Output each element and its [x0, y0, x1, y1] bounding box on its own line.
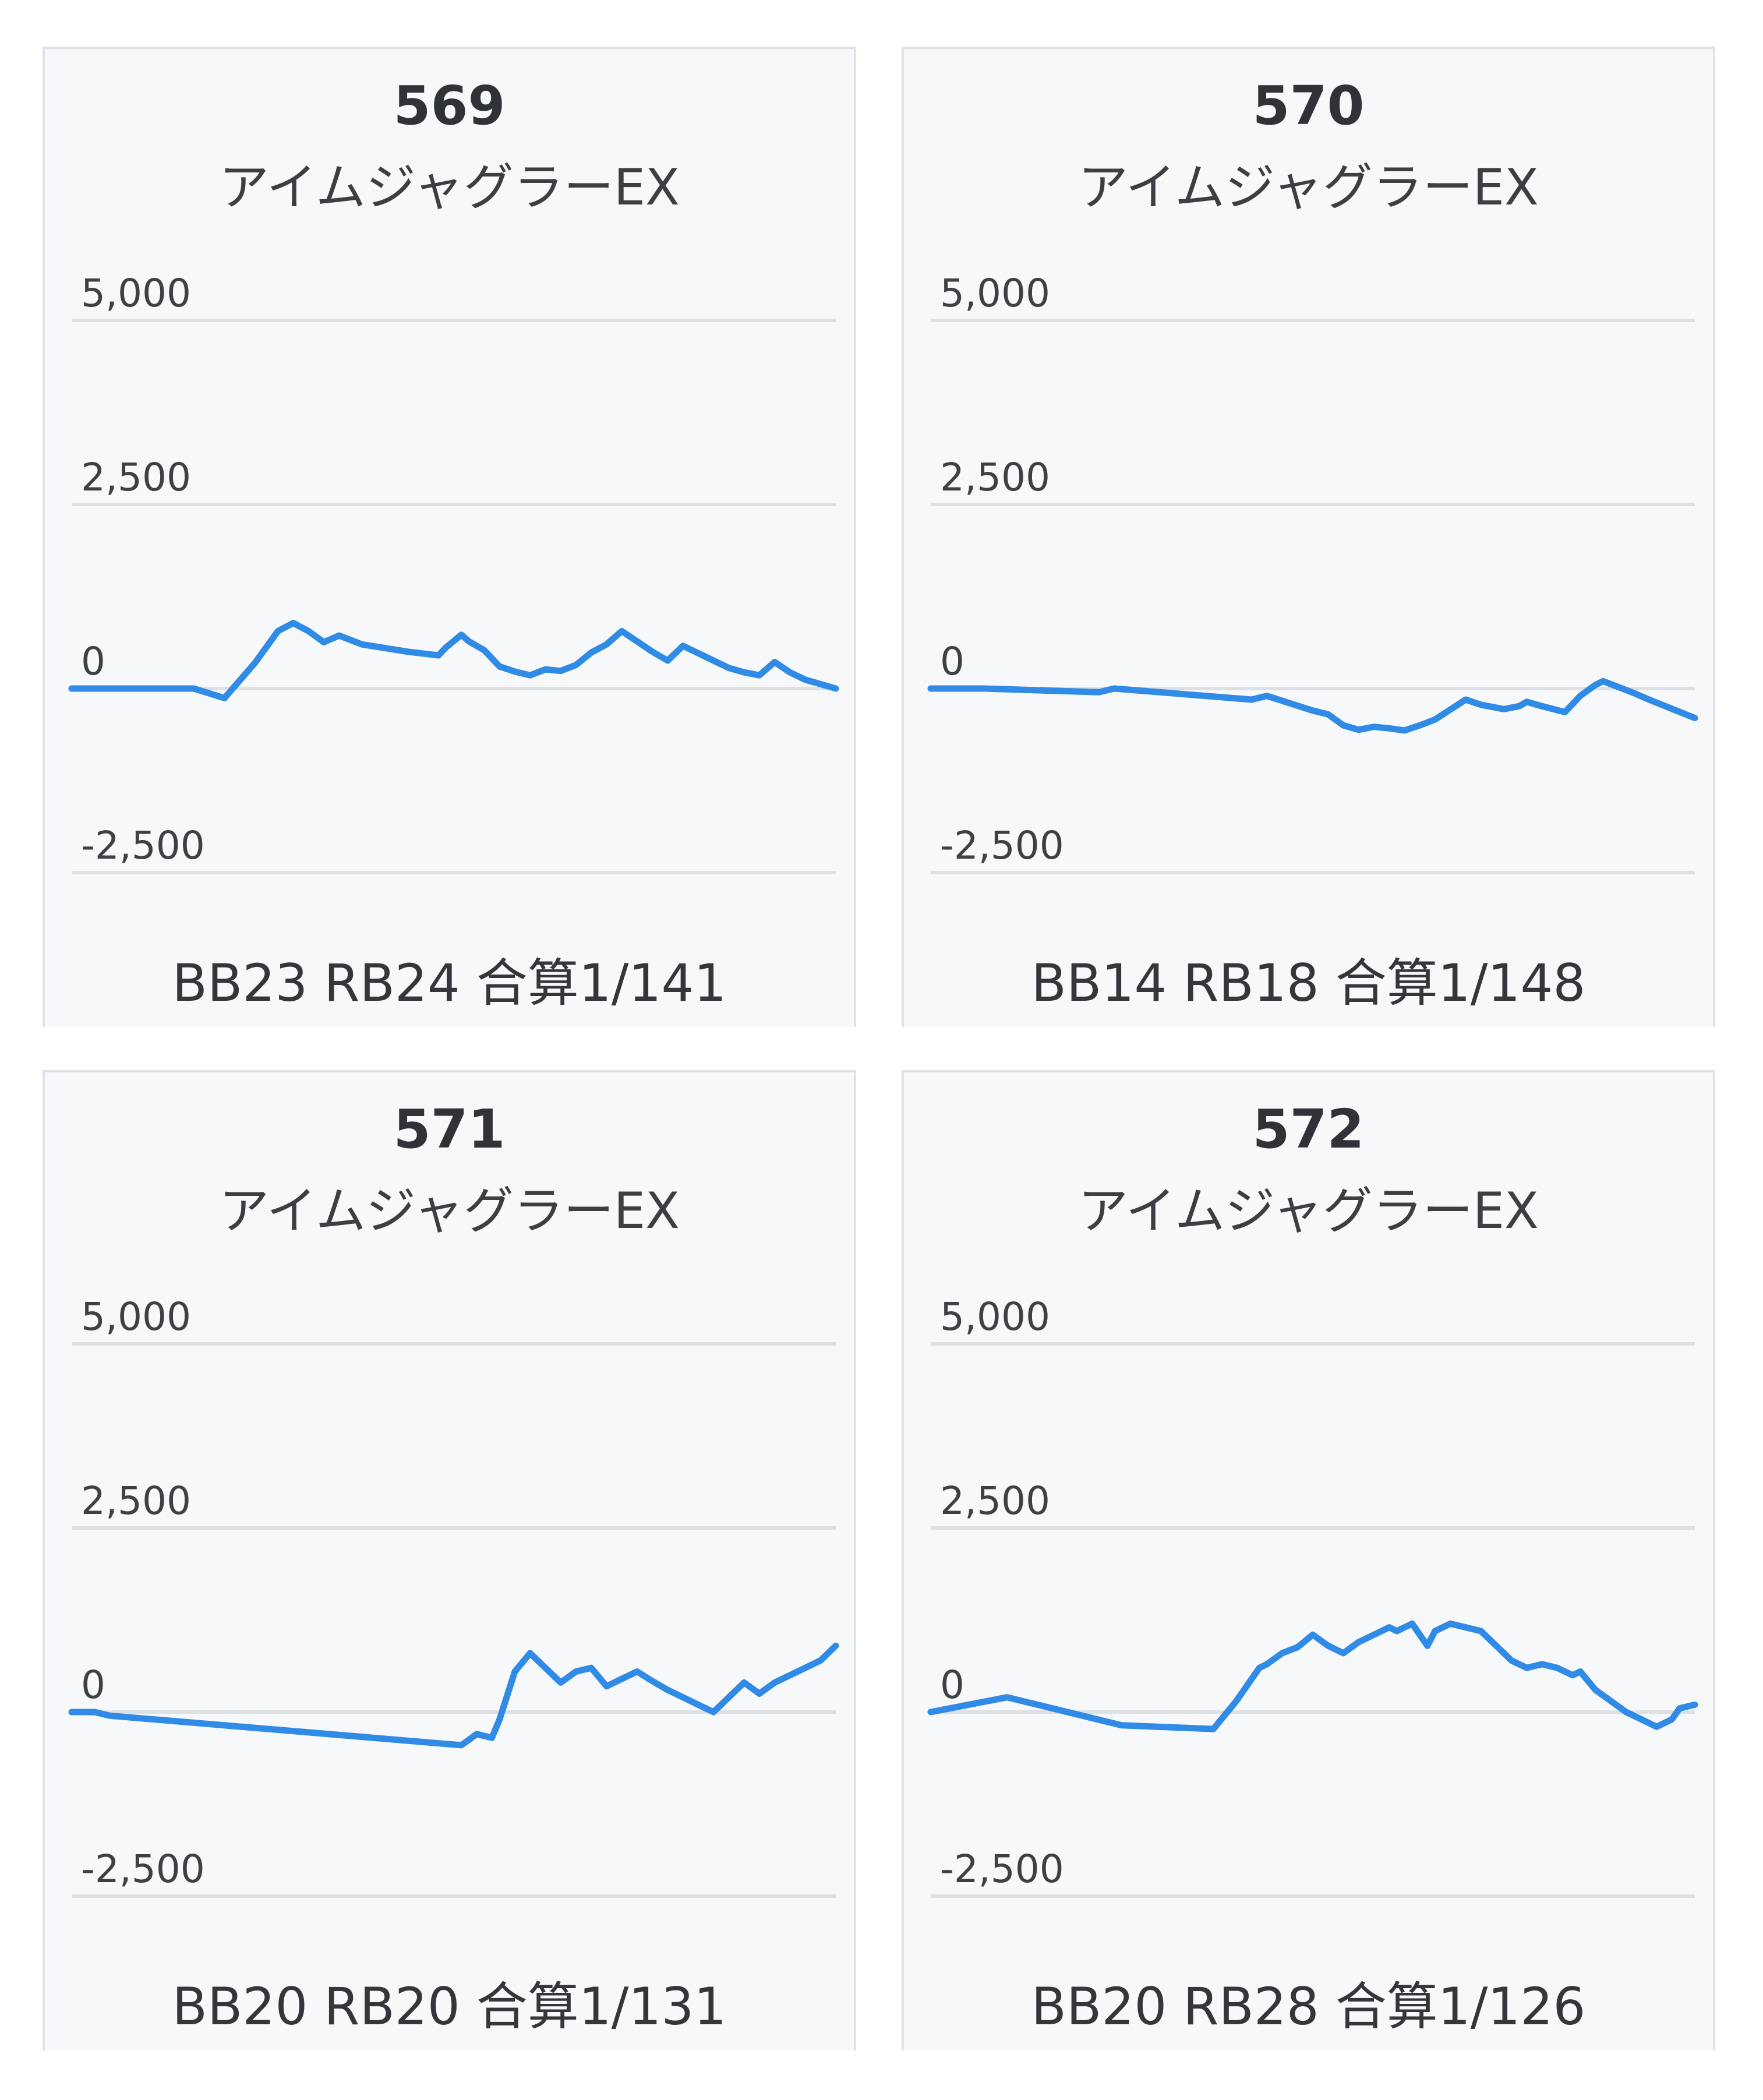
chart-panel-572: 572 アイムジャグラーEX 5,000 2,500 0 -2,500 BB20 RB…: [902, 1070, 1715, 2050]
series-line: [68, 620, 839, 701]
panel-subtitle: アイムジャグラーEX: [1078, 158, 1539, 217]
chart-panel-569: 569 アイムジャグラーEX 5,000 2,500 0 -2,500 BB23 RB…: [43, 47, 856, 1027]
y-tick-label: 0: [81, 639, 105, 684]
panel-title: 569: [393, 75, 506, 137]
panel-title: 571: [393, 1098, 506, 1160]
panel-stats: BB23 RB24 合算1/141: [172, 953, 727, 1013]
y-tick-label: 2,500: [940, 1478, 1050, 1523]
series-line: [927, 677, 1698, 734]
y-tick-label: -2,500: [940, 1847, 1064, 1891]
panel-title: 572: [1252, 1098, 1365, 1160]
y-tick-label: 5,000: [81, 1294, 191, 1339]
line-chart: 5,000 2,500 0 -2,500: [68, 271, 839, 874]
y-tick-label: 2,500: [81, 455, 191, 500]
y-tick-label: 0: [81, 1663, 105, 1707]
y-tick-label: -2,500: [81, 823, 205, 868]
panel-subtitle: アイムジャグラーEX: [1078, 1182, 1539, 1240]
series-line: [927, 1620, 1698, 1732]
panel-stats: BB14 RB18 合算1/148: [1031, 953, 1586, 1013]
chart-panel-570: 570 アイムジャグラーEX 5,000 2,500 0 -2,500 BB14 RB…: [902, 47, 1715, 1027]
y-tick-label: 5,000: [940, 1294, 1050, 1339]
series-line: [68, 1642, 839, 1749]
y-tick-label: -2,500: [81, 1847, 205, 1891]
y-tick-label: -2,500: [940, 823, 1064, 868]
line-chart: 5,000 2,500 0 -2,500: [68, 1294, 839, 1898]
line-chart: 5,000 2,500 0 -2,500: [927, 271, 1698, 874]
chart-panel-571: 571 アイムジャグラーEX 5,000 2,500 0 -2,500 BB20 RB…: [43, 1070, 856, 2050]
panel-title: 570: [1252, 75, 1365, 137]
y-tick-label: 0: [940, 1663, 964, 1707]
line-chart: 5,000 2,500 0 -2,500: [927, 1294, 1698, 1898]
y-tick-label: 5,000: [81, 271, 191, 316]
panel-subtitle: アイムジャグラーEX: [219, 1182, 680, 1240]
y-tick-label: 0: [940, 639, 964, 684]
y-tick-label: 2,500: [81, 1478, 191, 1523]
panel-stats: BB20 RB20 合算1/131: [172, 1977, 727, 2037]
y-tick-label: 5,000: [940, 271, 1050, 316]
panel-subtitle: アイムジャグラーEX: [219, 158, 680, 217]
y-tick-label: 2,500: [940, 455, 1050, 500]
panel-stats: BB20 RB28 合算1/126: [1031, 1977, 1586, 2037]
